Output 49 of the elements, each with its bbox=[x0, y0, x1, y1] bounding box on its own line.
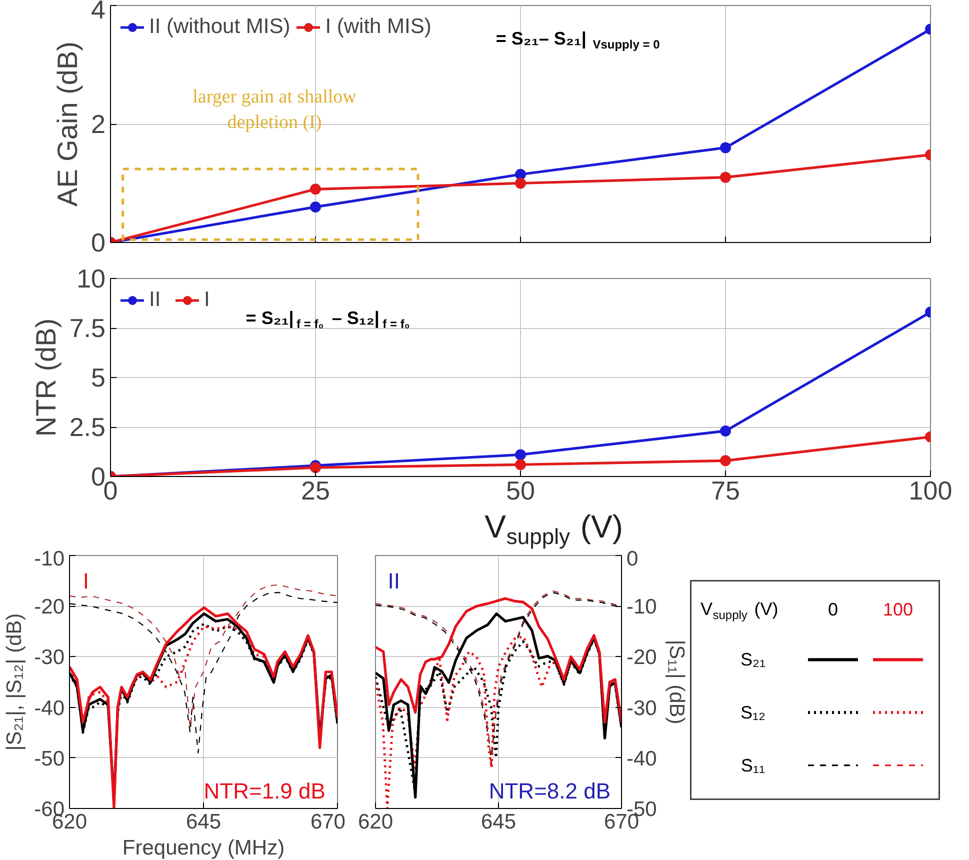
y-axis-title: |S₂₁|, |S₁₂| (dB) bbox=[3, 613, 26, 751]
legend-label: II (without MIS) bbox=[149, 15, 290, 39]
point bbox=[720, 425, 731, 436]
category-label: 100 bbox=[882, 600, 914, 620]
category-label: S₁₂ bbox=[740, 702, 766, 722]
x-tick-label: 645 bbox=[186, 810, 222, 834]
y-tick-label: 2 bbox=[91, 109, 106, 139]
y-axis-title: NTR (dB) bbox=[30, 318, 62, 437]
x-tick-label: 645 bbox=[480, 810, 516, 834]
category-label: 0 bbox=[828, 600, 838, 620]
point bbox=[720, 455, 731, 466]
x-axis-title: Frequency (MHz) bbox=[122, 836, 285, 860]
y-tick-label: 4 bbox=[91, 0, 106, 24]
y-tick-label: -20 bbox=[34, 596, 65, 619]
y2-tick-label: -40 bbox=[626, 747, 657, 770]
y-tick-label: 10 bbox=[76, 264, 106, 294]
annotation: = S₂₁– S₂₁|Vsupply = 0 bbox=[496, 28, 660, 52]
y2-tick-label: -10 bbox=[626, 596, 657, 619]
category-label: S₂₁ bbox=[740, 650, 766, 670]
legend-label: I (with MIS) bbox=[325, 15, 432, 39]
annotation: I bbox=[82, 568, 90, 594]
y2-tick-label: -20 bbox=[626, 646, 657, 670]
y2-tick-label: -30 bbox=[626, 696, 657, 720]
x-tick-label: 25 bbox=[301, 476, 330, 506]
y-tick-label: 0 bbox=[91, 228, 106, 258]
y2-tick-label: 0 bbox=[626, 548, 638, 570]
y-axis-title: AE Gain (dB) bbox=[52, 42, 84, 206]
legend-label: I bbox=[204, 288, 211, 312]
y-tick-label: 5 bbox=[91, 362, 106, 392]
y-tick-label: -30 bbox=[34, 646, 65, 670]
annotation: NTR=1.9 dB bbox=[204, 778, 326, 804]
point bbox=[515, 449, 526, 460]
x-tick-label: 100 bbox=[908, 476, 952, 506]
y-tick-label: -50 bbox=[34, 747, 65, 770]
point bbox=[515, 459, 526, 470]
y-tick-label: 2.5 bbox=[69, 412, 106, 442]
annotation: NTR=8.2 dB bbox=[488, 778, 611, 804]
y-tick-label: -10 bbox=[34, 548, 65, 570]
y2-axis-title: |S₁₁| (dB) bbox=[664, 640, 688, 724]
category-label: S₁₁ bbox=[740, 755, 766, 776]
y-tick-label: -40 bbox=[34, 696, 65, 720]
x-tick-label: 50 bbox=[506, 476, 535, 506]
legend-label: II bbox=[149, 288, 162, 312]
x-tick-label: 670 bbox=[310, 810, 346, 834]
x-tick-label: 75 bbox=[711, 476, 740, 506]
annotation: larger gain at shallow depletion (I) bbox=[192, 86, 357, 133]
y-tick-label: 7.5 bbox=[69, 313, 106, 343]
x-tick-label: 620 bbox=[358, 810, 394, 834]
annotation: II bbox=[388, 568, 400, 594]
